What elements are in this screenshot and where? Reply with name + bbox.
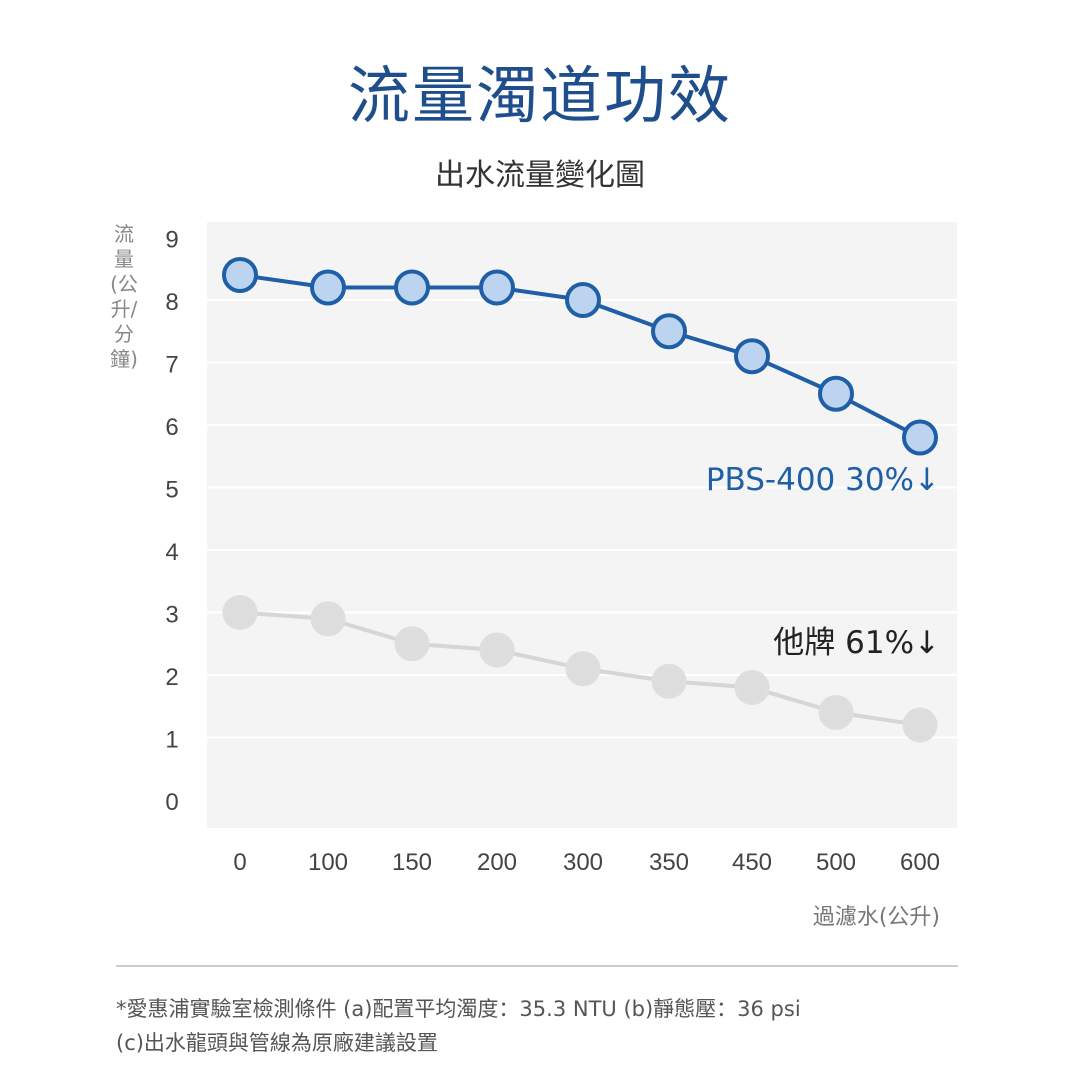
footnote: *愛惠浦實驗室檢測條件 (a)配置平均濁度：35.3 NTU (b)靜態壓：36…	[116, 992, 966, 1060]
x-tick-label: 200	[477, 849, 517, 876]
data-point	[479, 269, 515, 306]
y-tick-label: 5	[165, 477, 178, 504]
data-point	[310, 601, 346, 637]
y-tick-label: 2	[165, 664, 178, 691]
data-point	[394, 626, 430, 662]
data-point	[565, 651, 601, 687]
data-point	[651, 313, 687, 350]
data-point	[734, 338, 770, 375]
x-tick-label: 500	[816, 849, 856, 876]
y-tick-label: 1	[165, 727, 178, 754]
data-point	[651, 663, 687, 699]
data-point	[479, 632, 515, 668]
series-annotation: 他牌 61%↓	[773, 625, 940, 661]
data-point	[394, 269, 430, 306]
data-point	[734, 670, 770, 705]
page-title: 流量濁道功效	[347, 59, 732, 132]
y-tick-label: 0	[165, 789, 178, 816]
data-point	[310, 269, 346, 306]
x-tick-label: 0	[233, 849, 246, 876]
y-tick-label: 7	[165, 352, 178, 379]
x-tick-label: 600	[900, 849, 940, 876]
x-tick-label: 350	[649, 849, 689, 876]
footnote-line-2: (c)出水龍頭與管線為原廠建議設置	[116, 1031, 438, 1055]
y-tick-label: 6	[165, 414, 178, 441]
data-point	[818, 695, 854, 730]
x-tick-label: 450	[732, 849, 772, 876]
x-tick-label: 150	[392, 849, 432, 876]
y-tick-label: 8	[165, 289, 178, 316]
x-axis-label: 過濾水(公升)	[813, 905, 940, 930]
data-point	[902, 419, 938, 456]
y-tick-label: 3	[165, 602, 178, 629]
footnote-line-1: *愛惠浦實驗室檢測條件 (a)配置平均濁度：35.3 NTU (b)靜態壓：36…	[116, 997, 801, 1021]
data-point	[222, 257, 258, 293]
x-tick-label: 300	[563, 849, 603, 876]
y-axis-label: 流量(公升/分鐘)	[110, 222, 138, 371]
data-point	[565, 282, 601, 318]
x-tick-label: 100	[308, 849, 348, 876]
y-tick-label: 4	[165, 539, 178, 566]
y-tick-label: 9	[165, 227, 178, 254]
data-point	[222, 595, 258, 630]
series-annotation: PBS-400 30%↓	[706, 462, 940, 498]
data-point	[902, 707, 938, 743]
data-point	[818, 375, 854, 412]
chart-title: 出水流量變化圖	[435, 158, 645, 193]
